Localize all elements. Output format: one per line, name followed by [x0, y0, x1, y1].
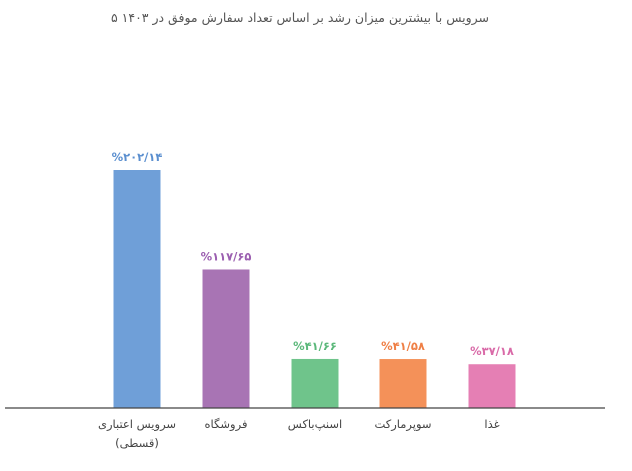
value-label-5: %۳۷/۱۸	[470, 344, 514, 358]
value-label-4: %۴۱/۵۸	[381, 339, 425, 353]
chart-title: ۵ سرویس با بیشترین میزان رشد بر اساس تعد…	[111, 10, 489, 26]
value-label-3: %۴۱/۶۶	[293, 339, 337, 353]
bar-2	[202, 269, 250, 408]
category-label-2: فروشگاه	[205, 417, 248, 432]
category-label-4: سوپرمارکت	[374, 417, 431, 432]
category-label-3: اسنپ‌باکس	[288, 417, 342, 432]
category-label-1-line-2: (قسطی)	[115, 436, 159, 450]
value-label-2: %۱۱۷/۶۵	[201, 249, 252, 263]
category-label-5: غذا	[484, 417, 499, 431]
bar-1	[113, 170, 161, 408]
category-label-1: سرویس اعتباری	[98, 417, 176, 432]
bar-3	[291, 358, 339, 408]
bars-layer: %۲۰۲/۱۴ سرویس اعتباری (قسطی) %۱۱۷/۶۵ فروشگاه…	[98, 150, 516, 450]
bar-5	[468, 364, 516, 408]
value-label-1: %۲۰۲/۱۴	[112, 150, 163, 164]
bar-4	[379, 359, 427, 408]
